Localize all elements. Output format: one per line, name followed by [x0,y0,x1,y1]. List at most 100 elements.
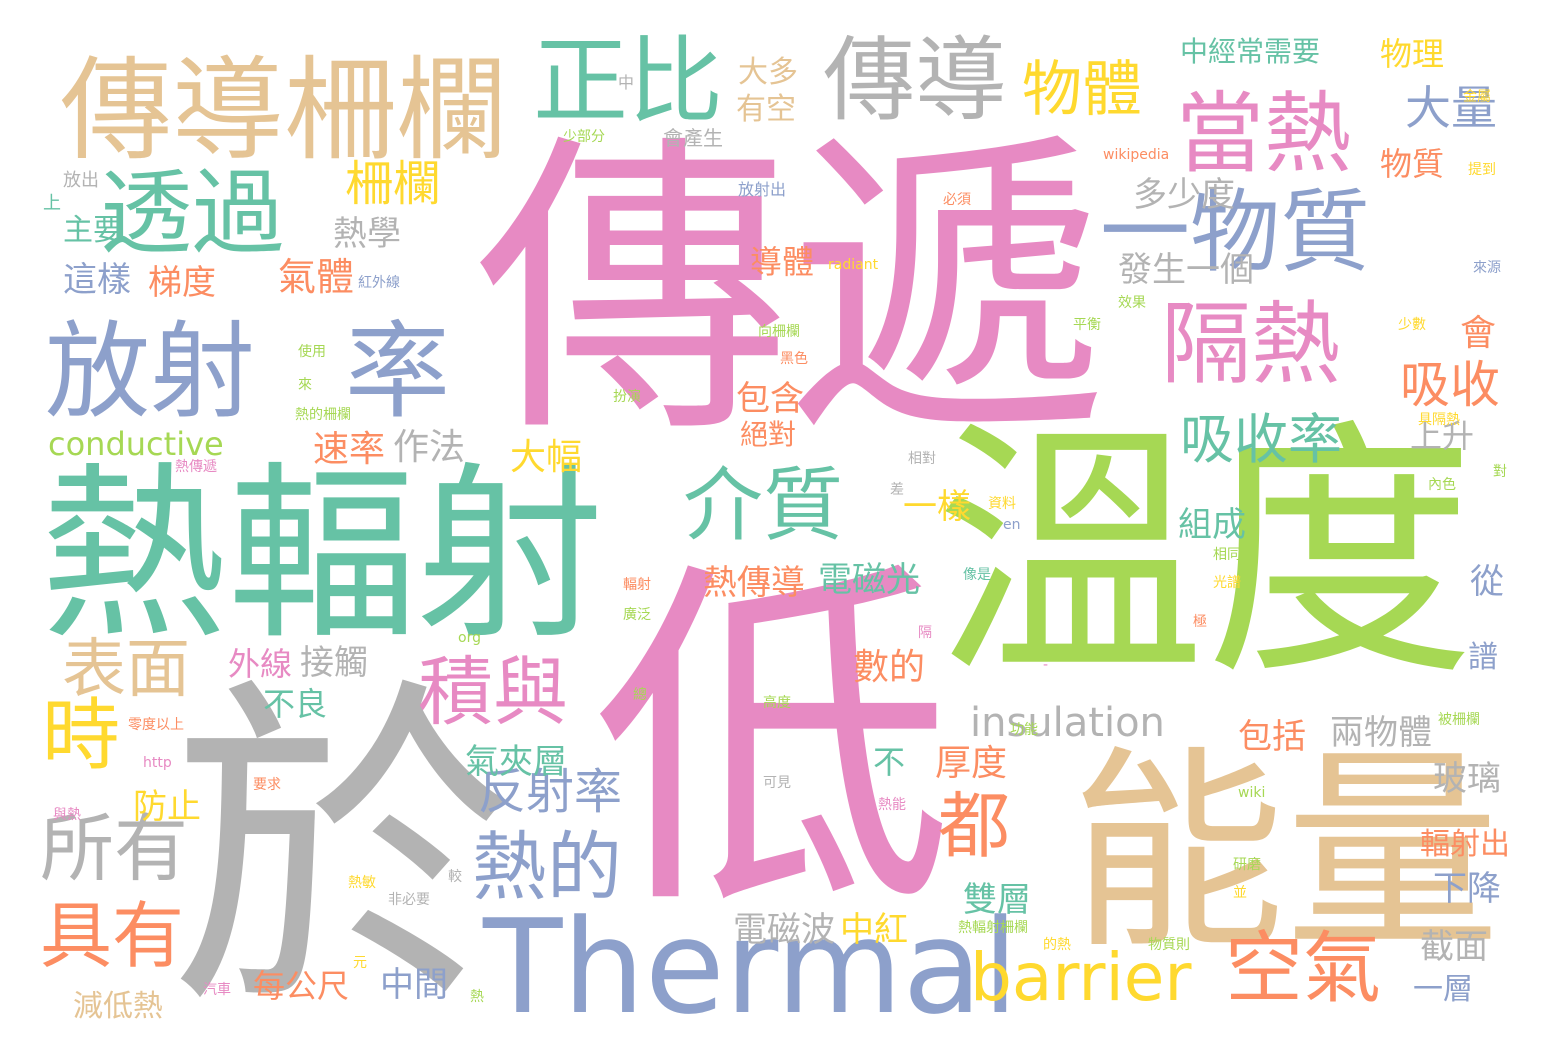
cloud-word: - [1043,657,1049,673]
cloud-word: 數的 [853,647,926,688]
cloud-word: 非必要 [388,892,430,908]
cloud-word: 向柵欄 [758,324,800,340]
cloud-word: 資料 [988,496,1016,512]
cloud-word: 反射率 [478,764,623,820]
cloud-word: 兩物體 [1330,713,1432,753]
cloud-word: 會產生 [663,126,723,150]
cloud-word: 發生一個 [1118,250,1254,290]
cloud-word: 元 [353,955,367,971]
cloud-word: 中間 [380,965,448,1005]
cloud-word: 放出 [63,170,99,191]
cloud-word: 少數 [1398,317,1426,333]
cloud-word: 這樣 [63,260,131,300]
cloud-word: 中 [618,73,635,92]
cloud-word: 不良 [263,685,328,723]
cloud-word: 熱傳遞 [175,459,217,475]
cloud-word: 大多 [738,55,798,90]
cloud-word: 外線 [228,645,293,683]
cloud-word: 中經常需要 [1180,35,1321,68]
cloud-word: 物體 [1022,55,1142,125]
cloud-word: 與熱 [53,807,81,823]
cloud-word: 空氣 [1225,924,1382,1014]
cloud-word: 電磁波 [733,910,835,950]
cloud-word: 熱能 [878,797,906,813]
cloud-word: 熱敏 [348,875,376,891]
cloud-word: 氣夾層 [465,742,567,782]
cloud-word: 來 [298,377,312,393]
cloud-word: 中紅 [840,910,908,950]
cloud-word: 溫度 [935,397,1475,712]
cloud-word: 積與 [418,648,569,736]
cloud-word: 研磨 [1233,857,1261,873]
cloud-word: en [1003,517,1021,533]
cloud-word: 高度 [763,695,791,711]
cloud-word: 物質 [1380,145,1445,183]
cloud-word: radiant [828,257,879,273]
cloud-word: 使用 [298,344,326,360]
cloud-word: 少部分 [563,129,605,145]
cloud-word: 不 [873,743,906,781]
cloud-word: 熱輻射柵欄 [958,920,1028,936]
cloud-word: 接觸 [300,643,368,683]
cloud-word: 提到 [1468,162,1496,178]
cloud-word: 會 [1460,313,1497,354]
cloud-word: 對 [1493,464,1507,480]
cloud-word: 扮演 [613,389,641,405]
cloud-word: 零度以上 [128,717,184,733]
cloud-word: 極 [1193,614,1207,630]
cloud-word: wiki [1238,785,1266,801]
cloud-word: 所有 [40,806,188,892]
cloud-word: 吸收 [1400,356,1500,414]
cloud-word: 率 [345,311,451,433]
cloud-word: 多少度 [1133,175,1235,215]
cloud-word: 大量 [1405,81,1497,135]
cloud-word: 正比 [533,27,724,137]
cloud-word: 熱學 [333,214,401,254]
cloud-word: 具有 [40,894,185,978]
cloud-word: 必須 [943,192,971,208]
cloud-word: 光譜 [1213,575,1241,591]
cloud-word: 時 [42,691,121,781]
cloud-word: 梯度 [148,263,216,303]
cloud-word: 一物質 [1100,180,1370,285]
cloud-word: 傳導柵欄 [60,46,508,176]
cloud-word: 熱 [470,989,484,1005]
cloud-word: 包含 [736,379,804,419]
cloud-word: insulation [970,700,1165,746]
cloud-word: wikipedia [1103,147,1170,163]
cloud-word: 譜 [1468,640,1498,675]
cloud-word: 總 [633,687,647,703]
cloud-word: 金屬 [1463,89,1491,105]
cloud-word: 主要 [63,213,123,248]
cloud-word: 大幅 [510,437,583,478]
cloud-word: 截面 [1420,927,1488,967]
cloud-word: 熱的 [472,823,623,911]
cloud-word: 效果 [1118,295,1146,311]
cloud-word: 當熱 [1176,82,1353,185]
cloud-word: 上 [43,193,61,214]
cloud-word: 透過 [100,160,285,267]
cloud-word: 功能 [1010,722,1038,738]
cloud-word: 減低熱 [73,989,163,1024]
cloud-word: 紅外線 [358,275,400,291]
cloud-word: 可見 [763,775,791,791]
cloud-word: 包括 [1238,717,1306,757]
cloud-word: 表面 [62,633,190,707]
cloud-word: 輻射出 [1420,827,1510,862]
cloud-word: 內色 [1428,477,1456,493]
cloud-word: 並 [1233,885,1247,901]
cloud-word: 差 [890,482,904,498]
cloud-word: 玻璃 [1433,759,1501,799]
cloud-word: 具隔熱 [1418,412,1460,428]
cloud-word: 組成 [1178,505,1246,545]
cloud-word: 被柵欄 [1438,712,1480,728]
cloud-word: 像是 [963,567,991,583]
cloud-word: 的熱 [1043,937,1071,953]
cloud-word: 較 [448,869,462,885]
cloud-word: 作法 [393,427,466,468]
cloud-word: 熱的柵欄 [295,407,351,423]
cloud-word: 速率 [313,429,386,470]
cloud-word: Thermal [483,891,1019,1043]
cloud-word: 一樣 [903,487,971,527]
